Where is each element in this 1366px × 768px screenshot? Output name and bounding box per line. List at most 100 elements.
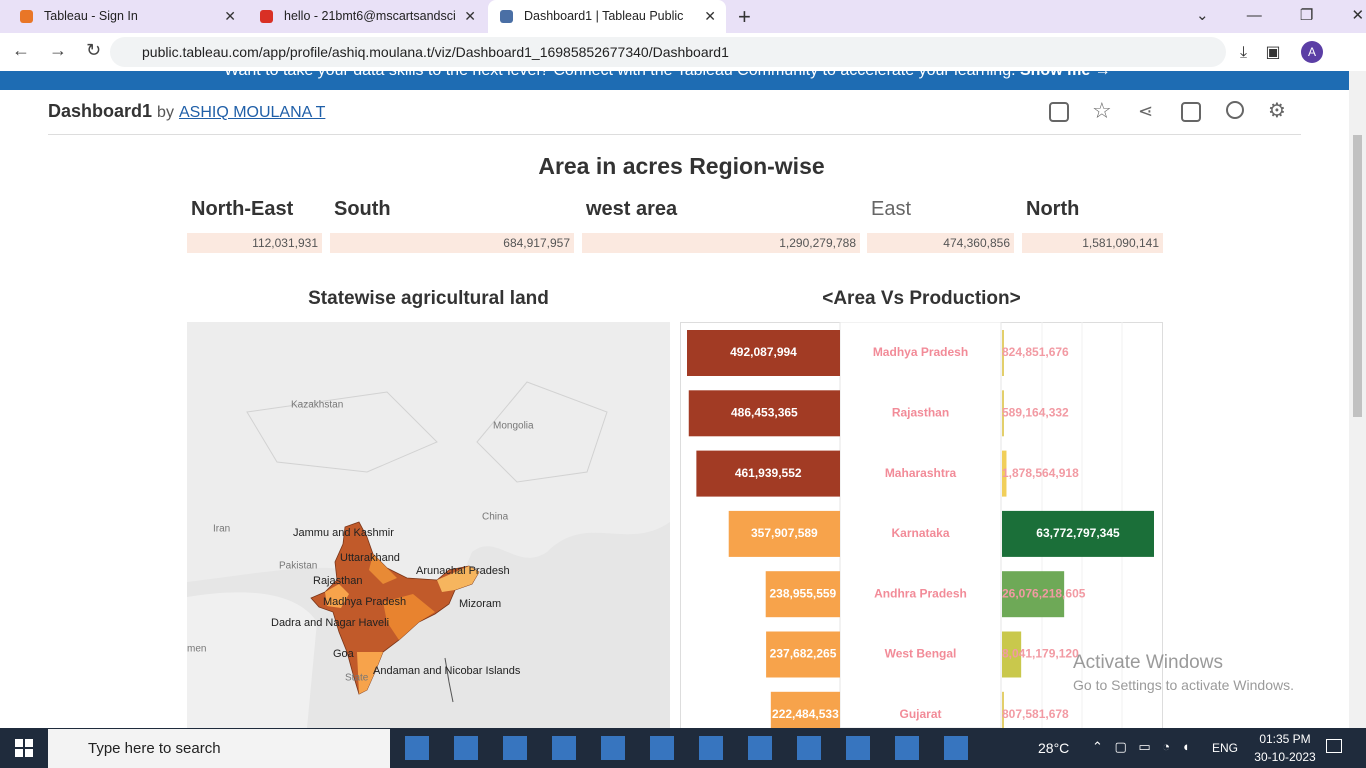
production-bar	[1002, 571, 1065, 618]
area-label: 486,453,365	[731, 405, 798, 419]
state-label: Dadra and Nagar Haveli	[271, 617, 389, 629]
region-value: 474,360,856	[867, 233, 1014, 253]
tab-title: Tableau - Sign In	[44, 9, 138, 23]
region-value: 1,581,090,141	[1022, 233, 1163, 253]
state-shape	[383, 594, 435, 640]
omnibox[interactable]	[110, 37, 1226, 67]
new-tab[interactable]: +	[738, 4, 751, 29]
area-bar	[765, 571, 840, 618]
toolbar-icons[interactable]: ⤓ ▣	[1240, 44, 1281, 61]
area-bar	[770, 691, 840, 728]
tab-title: hello - 21bmt6@mscartsandsci	[284, 9, 456, 23]
area-bar	[728, 510, 840, 557]
tray-icons[interactable]: ⌃ ▢ ▭ ◔ ◖	[1092, 739, 1190, 754]
region-name: North-East	[191, 198, 294, 220]
tab[interactable]: Tableau - Sign In ✕	[8, 0, 246, 33]
icon-button[interactable]: ⋖	[1138, 101, 1154, 121]
production-label: 26,076,218,605	[1002, 586, 1086, 600]
production-bar	[1002, 450, 1007, 497]
clock-time: 01:35 PM	[1259, 732, 1311, 746]
state-label: Mizoram	[459, 598, 501, 610]
state-label: Andaman and Nicobar Islands	[373, 665, 521, 677]
state-shape	[357, 652, 383, 694]
language: ENG	[1212, 741, 1239, 755]
state-label: Rajasthan	[892, 405, 949, 419]
region-value: 112,031,931	[187, 233, 322, 253]
region-name: East	[871, 198, 912, 220]
tab[interactable]: hello - 21bmt6@mscartsandsci ✕	[248, 0, 486, 33]
banner: Want to take your data skills to the nex…	[0, 71, 1349, 90]
area-label: 238,955,559	[769, 586, 836, 600]
map-label: Mongolia	[493, 421, 534, 432]
watermark-title: Activate Windows	[1073, 652, 1223, 673]
state-label: Gujarat	[899, 707, 941, 721]
map-label: Kazakhstan	[291, 400, 343, 411]
production-bar	[1002, 510, 1154, 557]
map[interactable]: Kazakhstan Mongolia China Iran Pakistan …	[187, 322, 670, 728]
area-label: 222,484,533	[772, 707, 839, 721]
state-label: Jammu and Kashmir	[293, 527, 394, 539]
weather: 28°C	[1038, 740, 1070, 756]
state-shape	[369, 554, 397, 584]
search-box[interactable]	[48, 729, 390, 768]
window-controls[interactable]: ⌄ — ❐ ✕	[1196, 7, 1365, 24]
area-bar	[687, 330, 840, 376]
map-label: China	[482, 512, 509, 523]
scrollbar[interactable]	[1349, 71, 1366, 728]
close[interactable]: ✕	[224, 8, 236, 24]
nav-buttons[interactable]: ← → ↻	[12, 40, 102, 60]
state-column	[839, 322, 1002, 728]
clock-date: 30-10-2023	[1254, 750, 1316, 764]
state-label: Rajasthan	[313, 575, 363, 587]
profile[interactable]: A	[1301, 41, 1323, 63]
land	[187, 322, 670, 593]
close[interactable]: ✕	[704, 8, 716, 24]
production-label: 589,164,332	[1002, 405, 1069, 419]
icon-button[interactable]	[1049, 102, 1069, 122]
tab[interactable]: Dashboard1 | Tableau Public ✕	[488, 0, 726, 33]
viz-header: Dashboard1 by ASHIQ MOULANA T	[48, 101, 325, 122]
divider	[48, 134, 1301, 135]
region-name: South	[334, 198, 391, 220]
area-vs-production: 492,087,994 Madhya Pradesh 824,851,676 486,…	[680, 322, 1163, 728]
icon-button[interactable]: ⚙	[1268, 100, 1286, 122]
state-label: Goa	[333, 648, 355, 660]
icon-button[interactable]	[1181, 102, 1201, 122]
area-bar	[696, 450, 840, 497]
islands	[444, 657, 454, 703]
land	[187, 592, 317, 728]
production-bar	[1002, 390, 1004, 437]
production-label: 63,772,797,345	[1036, 526, 1120, 540]
close[interactable]: ✕	[464, 8, 476, 24]
app-icons[interactable]	[405, 736, 975, 760]
icon-button[interactable]: ☆	[1092, 98, 1112, 123]
production-bar	[1002, 330, 1004, 376]
author-link[interactable]: ASHIQ MOULANA T	[178, 104, 326, 121]
state-shape	[437, 566, 479, 592]
url: public.tableau.com/app/profile/ashiq.mou…	[142, 44, 729, 60]
tab-title: Dashboard1 | Tableau Public	[524, 9, 684, 23]
area-label: 357,907,589	[751, 526, 818, 540]
banner-link[interactable]: Show me →	[1020, 71, 1111, 79]
production-bar	[1002, 691, 1004, 728]
viz-title: Dashboard1	[48, 101, 153, 121]
area-label: 237,682,265	[770, 647, 837, 661]
state-label: Arunachal Pradesh	[416, 565, 510, 577]
state-label: Andhra Pradesh	[874, 586, 967, 600]
area-bar	[688, 390, 840, 437]
map-label: Iran	[213, 524, 230, 535]
map-label: Pakistan	[279, 561, 317, 572]
production-label: 8,041,179,120	[1002, 647, 1079, 661]
production-bar	[1002, 631, 1022, 678]
notifications[interactable]	[1326, 739, 1342, 753]
region-value: 1,290,279,788	[582, 233, 860, 253]
state-label: Maharashtra	[885, 466, 957, 480]
map-title: Statewise agricultural land	[308, 288, 549, 309]
production-label: 1,878,564,918	[1002, 466, 1079, 480]
icon-button[interactable]	[1226, 101, 1244, 119]
state-label: Karnataka	[891, 526, 949, 540]
start[interactable]	[15, 739, 33, 757]
area-label: 461,939,552	[735, 466, 802, 480]
border	[246, 381, 608, 483]
